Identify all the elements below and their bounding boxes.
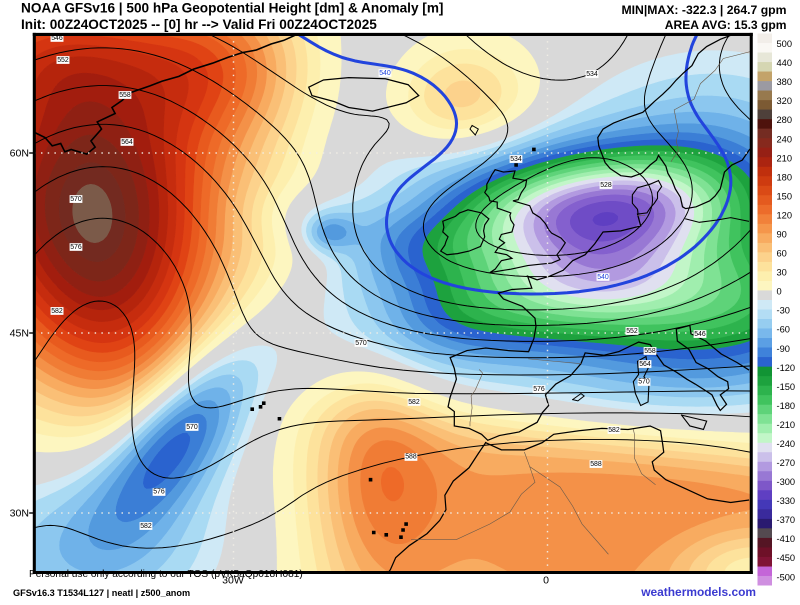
svg-text:GFSv16.3 T1534L127 | neatl | z: GFSv16.3 T1534L127 | neatl | z500_anom	[13, 588, 190, 598]
svg-text:-300: -300	[777, 477, 796, 487]
svg-text:540: 540	[379, 70, 391, 77]
svg-text:120: 120	[777, 210, 793, 220]
svg-text:582: 582	[408, 399, 420, 406]
svg-text:Init: 00Z24OCT2025 -- [0] hr -: Init: 00Z24OCT2025 -- [0] hr --> Valid F…	[21, 17, 377, 32]
svg-text:-30: -30	[777, 306, 790, 316]
svg-text:-370: -370	[777, 515, 796, 525]
svg-text:NOAA GFSv16 | 500 hPa Geopote: NOAA GFSv16 | 500 hPa Geopotential Heigh…	[21, 1, 443, 16]
svg-text:588: 588	[405, 454, 417, 461]
svg-text:30N: 30N	[10, 508, 29, 520]
svg-text:564: 564	[639, 361, 651, 368]
svg-text:552: 552	[626, 328, 638, 335]
svg-text:534: 534	[586, 71, 598, 78]
svg-text:576: 576	[153, 489, 165, 496]
svg-text:280: 280	[777, 115, 793, 125]
svg-text:528: 528	[600, 182, 612, 189]
svg-text:-500: -500	[777, 572, 796, 582]
svg-text:558: 558	[119, 92, 131, 99]
svg-text:582: 582	[140, 523, 152, 530]
svg-text:-60: -60	[777, 325, 790, 335]
svg-text:-270: -270	[777, 458, 796, 468]
svg-text:380: 380	[777, 77, 793, 87]
svg-text:60: 60	[777, 249, 787, 259]
svg-text:-410: -410	[777, 534, 796, 544]
svg-text:-240: -240	[777, 439, 796, 449]
svg-text:30W: 30W	[222, 575, 244, 587]
svg-text:-150: -150	[777, 382, 796, 392]
svg-text:-210: -210	[777, 420, 796, 430]
svg-text:540: 540	[597, 274, 609, 281]
svg-text:534: 534	[510, 156, 522, 163]
svg-text:582: 582	[608, 427, 620, 434]
svg-text:546: 546	[51, 35, 63, 42]
svg-text:570: 570	[70, 196, 82, 203]
svg-text:570: 570	[186, 424, 198, 431]
svg-text:45N: 45N	[10, 328, 29, 340]
svg-text:564: 564	[121, 139, 133, 146]
svg-text:30: 30	[777, 268, 787, 278]
svg-text:570: 570	[355, 340, 367, 347]
svg-text:570: 570	[638, 379, 650, 386]
svg-text:552: 552	[57, 57, 69, 64]
svg-text:150: 150	[777, 191, 793, 201]
svg-text:60N: 60N	[10, 148, 29, 160]
svg-text:Personal use only according to: Personal use only according to our TOS (…	[29, 569, 303, 580]
svg-text:0: 0	[543, 575, 549, 587]
svg-text:500: 500	[777, 39, 793, 49]
svg-text:-90: -90	[777, 344, 790, 354]
svg-text:-330: -330	[777, 496, 796, 506]
svg-text:582: 582	[51, 308, 63, 315]
svg-text:180: 180	[777, 172, 793, 182]
svg-text:240: 240	[777, 134, 793, 144]
svg-text:588: 588	[590, 461, 602, 468]
svg-text:-450: -450	[777, 553, 796, 563]
svg-text:576: 576	[70, 244, 82, 251]
svg-text:-120: -120	[777, 363, 796, 373]
svg-text:MIN|MAX: -322.3 | 264.7 gpm: MIN|MAX: -322.3 | 264.7 gpm	[621, 3, 786, 17]
svg-text:0: 0	[777, 287, 782, 297]
svg-text:-180: -180	[777, 401, 796, 411]
svg-text:AREA AVG: 15.3 gpm: AREA AVG: 15.3 gpm	[665, 18, 787, 32]
svg-text:90: 90	[777, 229, 787, 239]
svg-text:210: 210	[777, 153, 793, 163]
svg-text:440: 440	[777, 58, 793, 68]
svg-text:558: 558	[644, 348, 656, 355]
svg-text:576: 576	[533, 386, 545, 393]
svg-text:320: 320	[777, 96, 793, 106]
svg-text:546: 546	[694, 331, 706, 338]
svg-text:weathermodels.com: weathermodels.com	[640, 585, 756, 599]
